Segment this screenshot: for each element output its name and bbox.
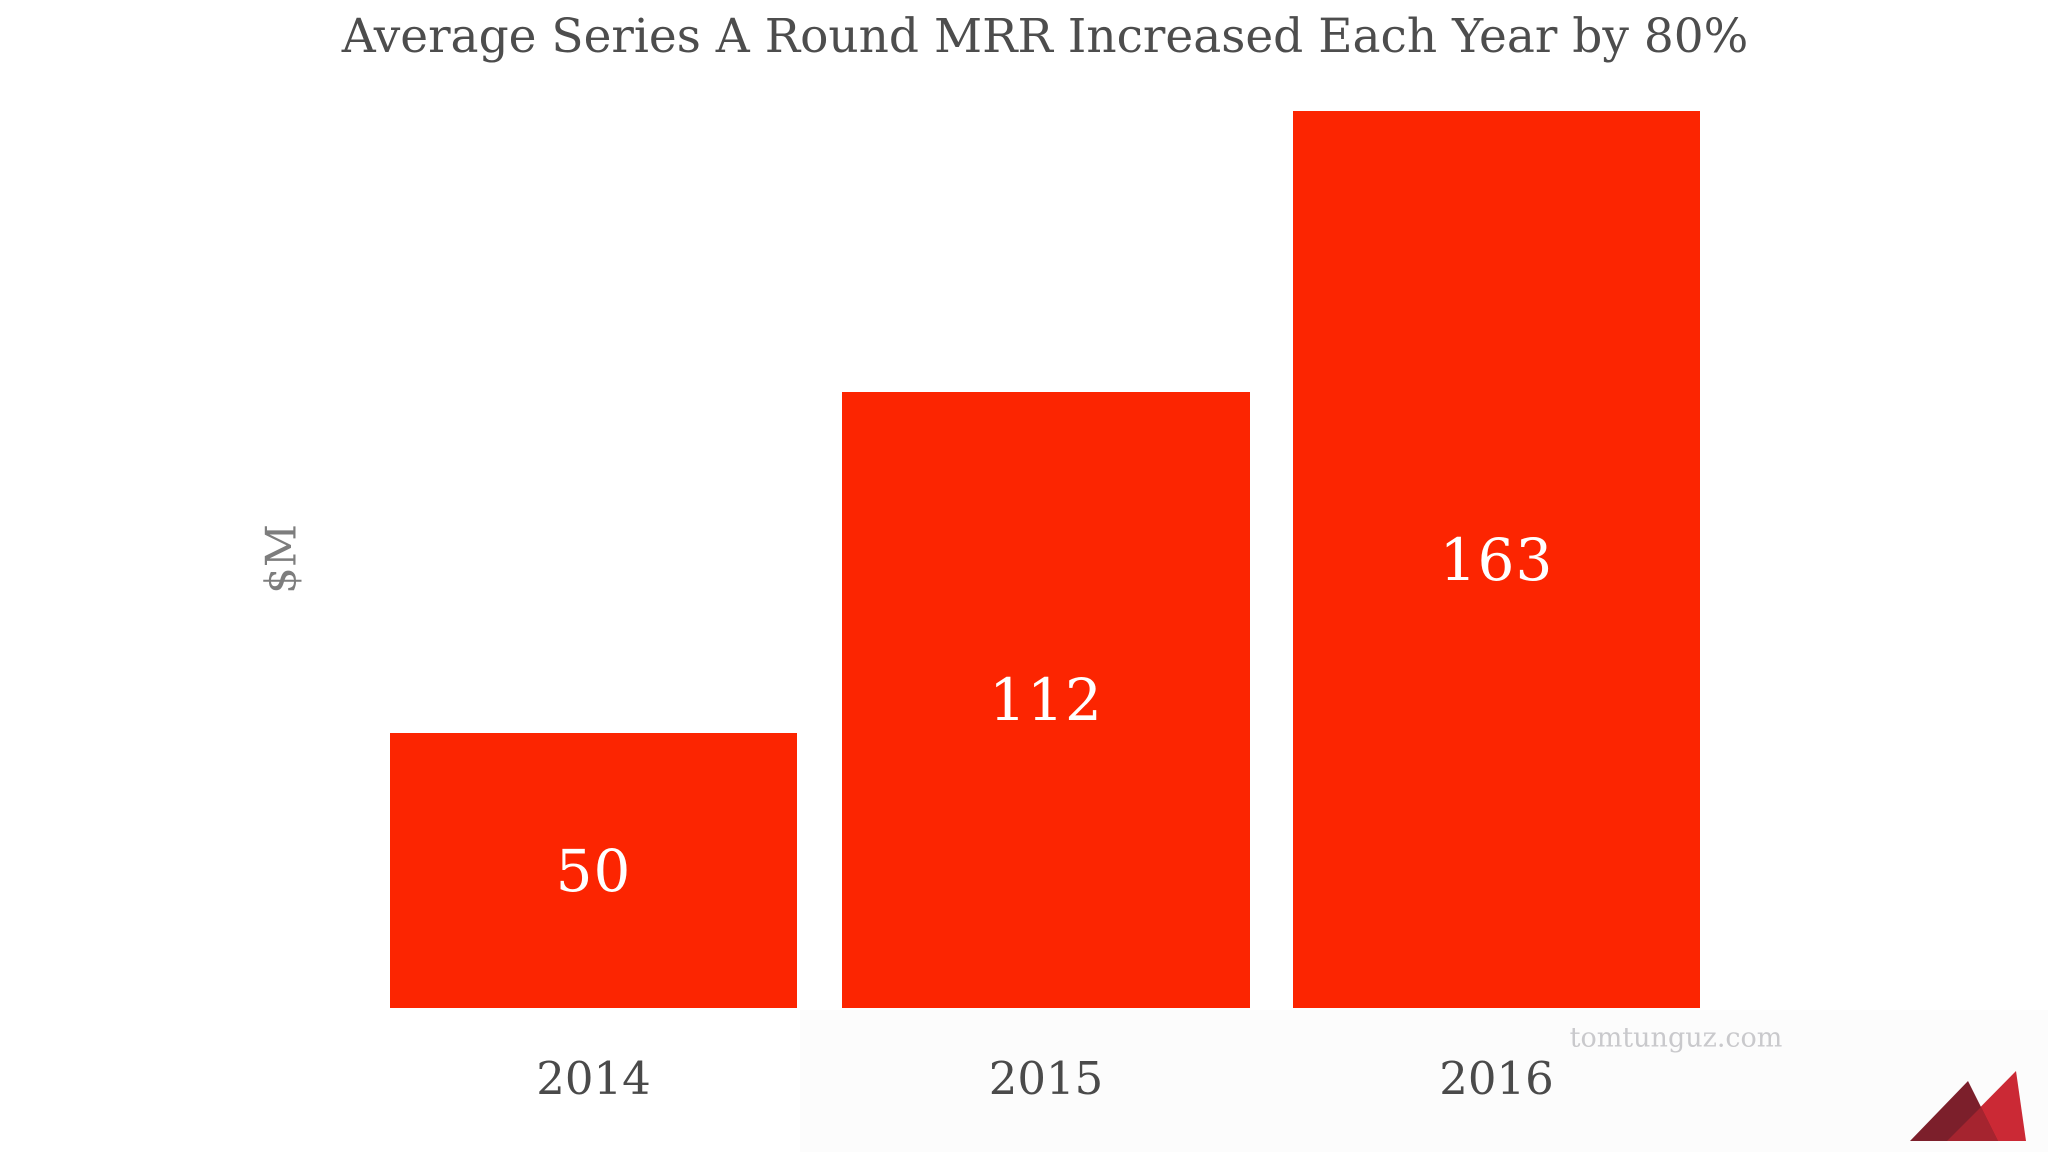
mountain-logo-icon	[1910, 1071, 2026, 1141]
bar-value-label: 112	[989, 666, 1103, 734]
y-axis-label: $M	[256, 524, 306, 594]
bar-value-label: 163	[1439, 525, 1554, 594]
bar-value-label: 50	[555, 836, 632, 905]
x-tick-2014: 2014	[536, 1052, 651, 1105]
x-tick-2015: 2015	[988, 1052, 1104, 1105]
chart-title: Average Series A Round MRR Increased Eac…	[341, 9, 1749, 64]
x-tick-2016: 2016	[1439, 1052, 1554, 1105]
logo-overlap-triangle	[1947, 1107, 1998, 1141]
bar-2015: 112	[842, 392, 1250, 1008]
bar-2016: 163	[1293, 111, 1700, 1008]
bar-2014: 50	[390, 733, 797, 1008]
watermark-text: tomtunguz.com	[1569, 1022, 1783, 1054]
footer-panel	[800, 1010, 2048, 1152]
